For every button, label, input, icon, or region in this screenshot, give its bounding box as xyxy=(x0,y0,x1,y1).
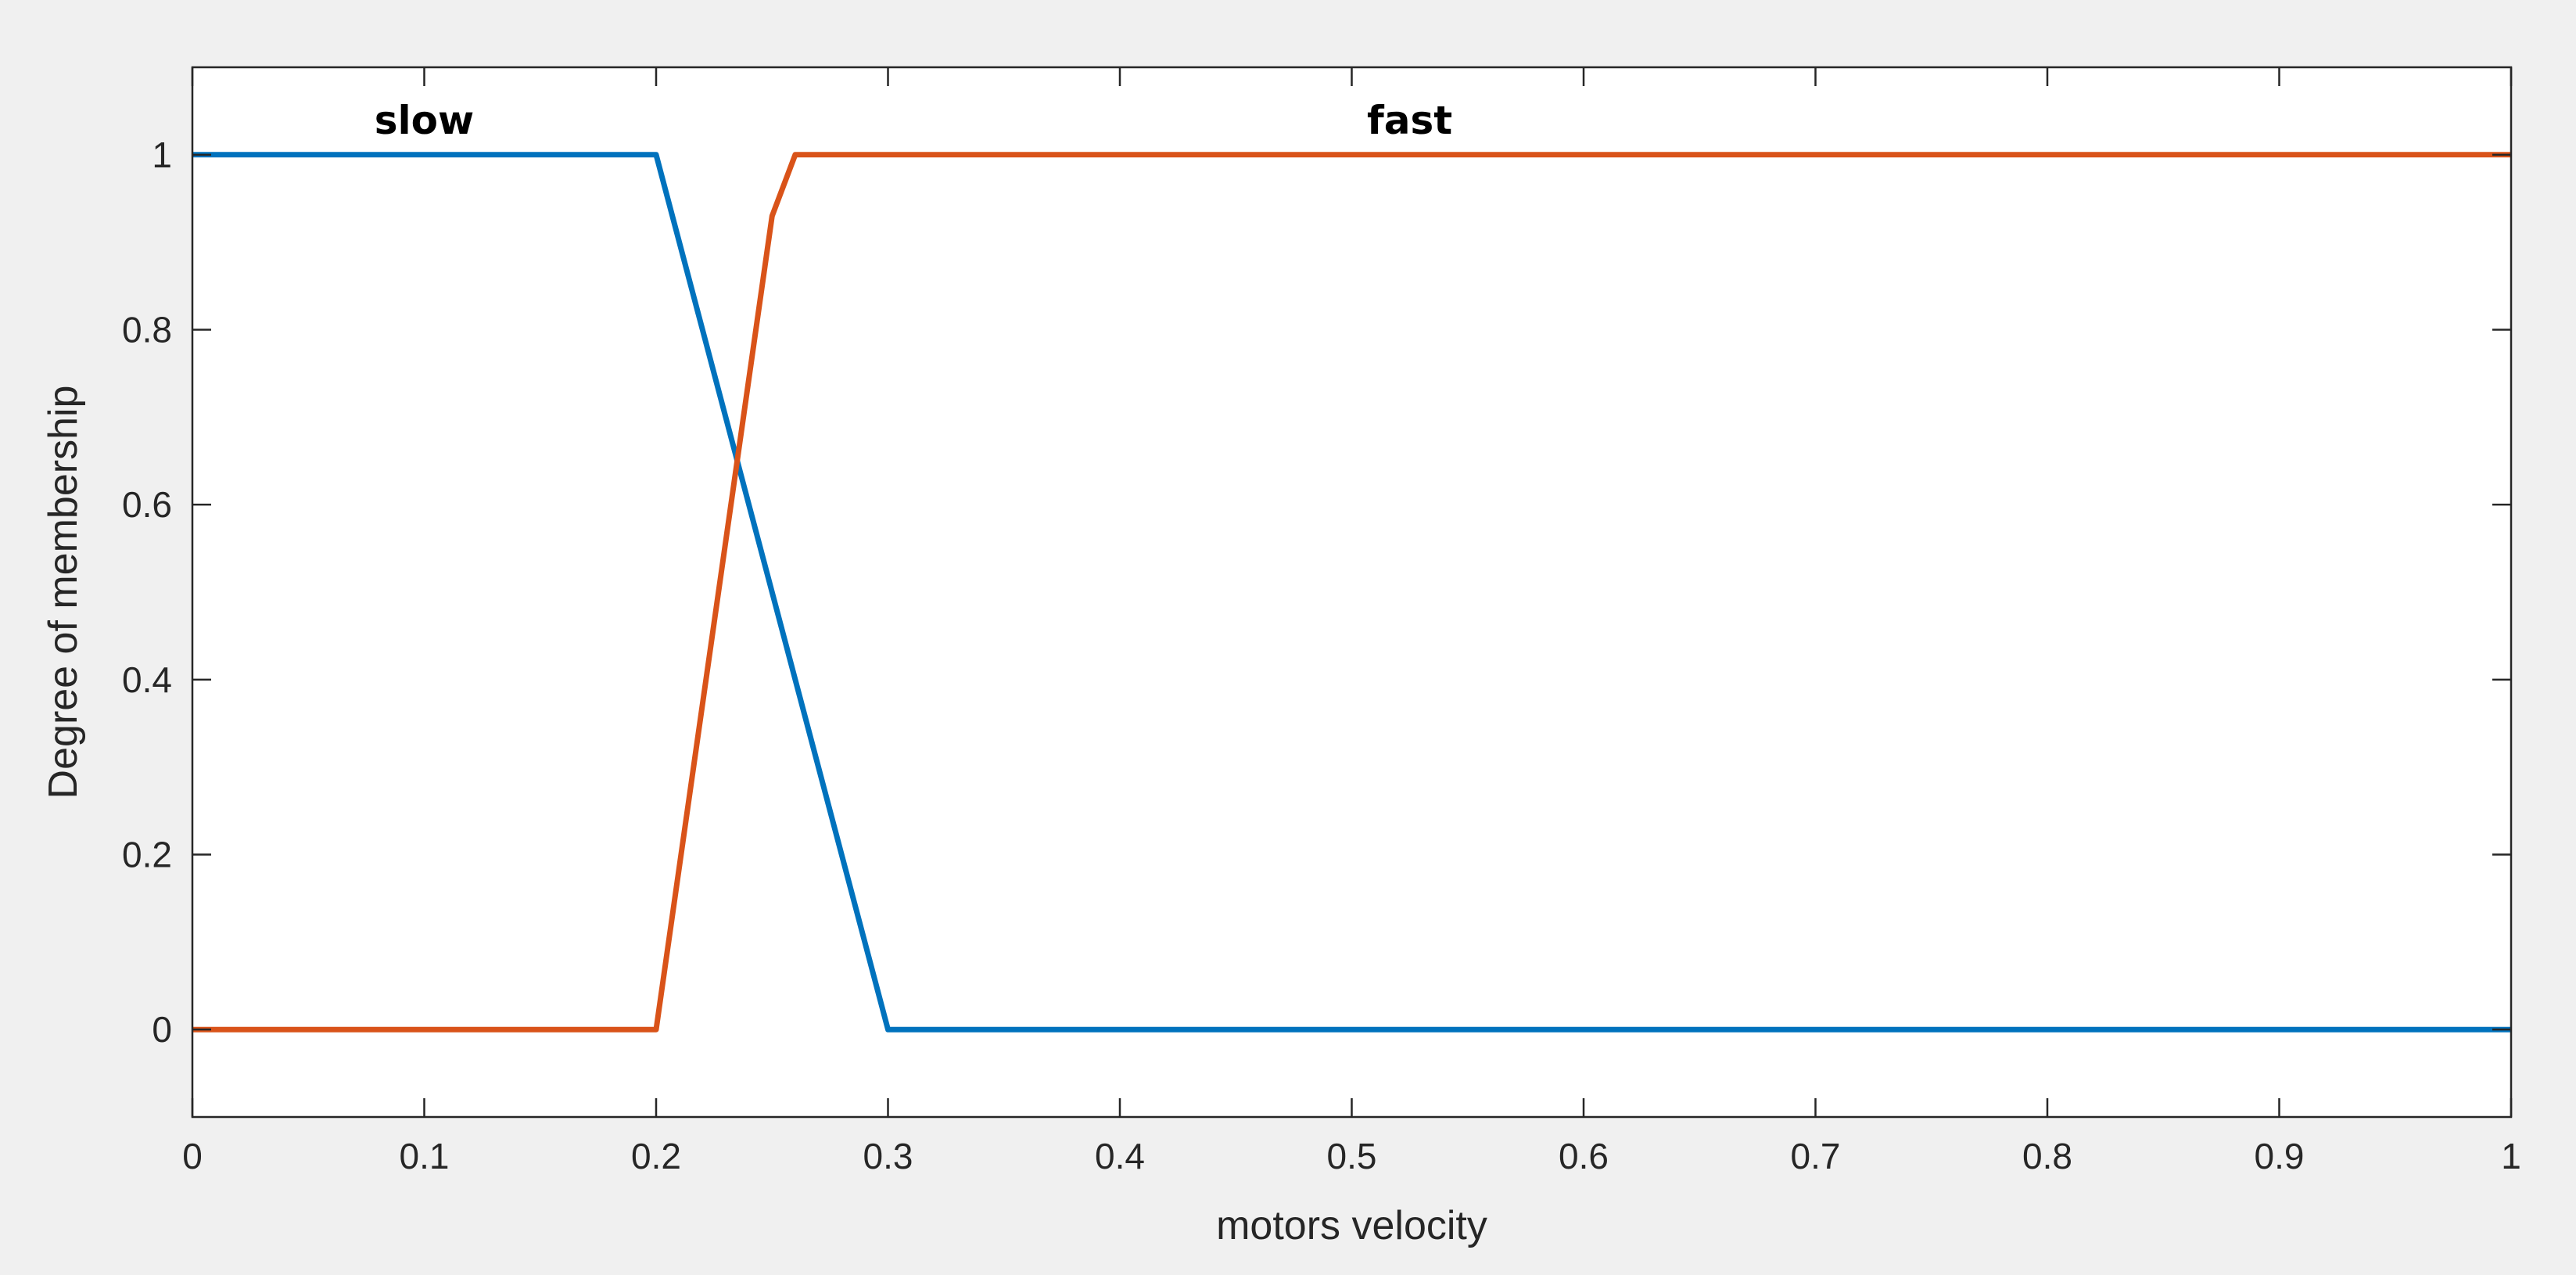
x-tick-label: 0.7 xyxy=(1791,1136,1841,1176)
annotation-slow: slow xyxy=(375,98,474,143)
y-tick-label: 0.2 xyxy=(122,835,172,875)
series-layer xyxy=(192,152,2511,1033)
annotation-layer: slow fast xyxy=(375,98,1452,143)
series-line-fast xyxy=(192,152,2511,1033)
x-tick-label: 0.8 xyxy=(2022,1136,2072,1176)
y-tick-label: 0.4 xyxy=(122,659,172,700)
plot-area xyxy=(192,67,2511,1117)
y-tick-label: 0.8 xyxy=(122,310,172,350)
y-tick-label: 0 xyxy=(152,1009,172,1050)
x-tick-label: 0.3 xyxy=(863,1136,913,1176)
series-line-slow xyxy=(192,152,2511,1033)
x-axis-label: motors velocity xyxy=(1216,1203,1487,1248)
x-tick-label: 0.1 xyxy=(400,1136,450,1176)
y-axis-label: Degree of membership xyxy=(41,386,86,799)
y-tick-label: 0.6 xyxy=(122,484,172,525)
x-tick-label: 0.4 xyxy=(1095,1136,1145,1176)
x-tick-label: 0.6 xyxy=(1559,1136,1609,1176)
x-tick-label: 1 xyxy=(2501,1136,2521,1176)
y-tick-label: 1 xyxy=(152,135,172,175)
x-tick-label: 0 xyxy=(182,1136,203,1176)
x-tick-label: 0.2 xyxy=(631,1136,681,1176)
x-tick-label: 0.5 xyxy=(1327,1136,1377,1176)
annotation-fast: fast xyxy=(1367,98,1452,143)
tick-layer: 0 0.1 0.2 0.3 0.4 0.5 0.6 0.7 0.8 0.9 1 0 0.2 0.4 0.6 0… xyxy=(122,67,2521,1176)
x-tick-label: 0.9 xyxy=(2255,1136,2305,1176)
